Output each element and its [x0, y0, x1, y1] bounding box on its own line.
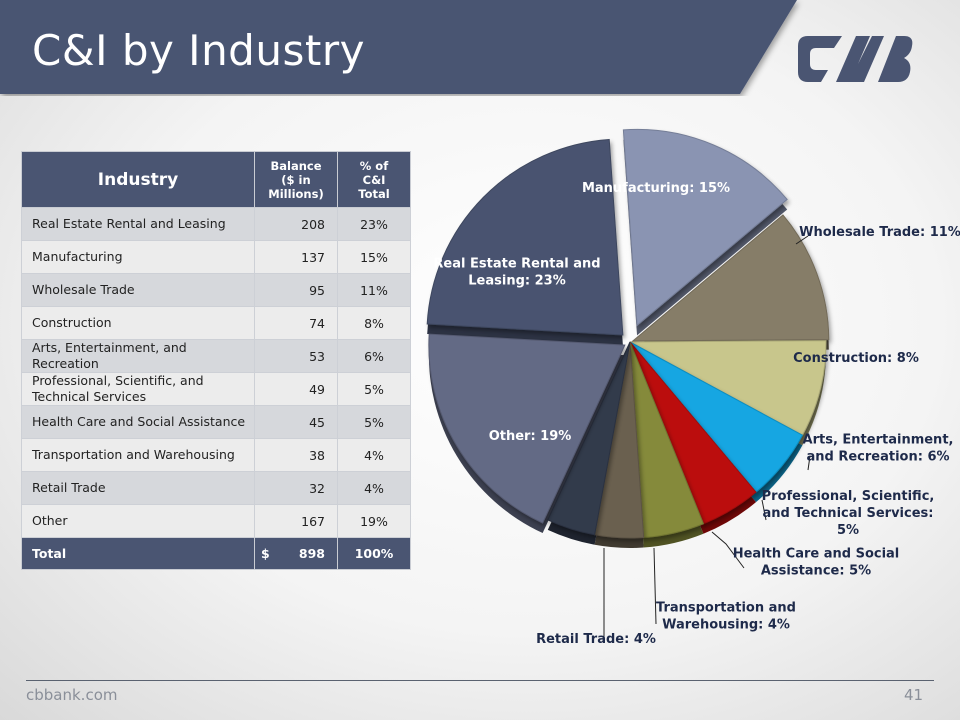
- header-balance-line2: ($ in Millions): [268, 172, 324, 201]
- header-percent-line1: % of: [359, 158, 389, 173]
- cell-percent: 4%: [337, 471, 411, 505]
- header-balance: Balance ($ in Millions): [254, 151, 338, 208]
- table-row: Real Estate Rental and Leasing 208 23%: [21, 207, 411, 241]
- pie-label-real-estate-rental-and-leasing: Real Estate Rental and Leasing: 23%: [433, 257, 600, 289]
- pie-label-health-care-and-social-assistance: Health Care and Social Assistance: 5%: [733, 547, 900, 579]
- cell-balance: 49: [254, 372, 338, 406]
- title-bar: [0, 0, 797, 94]
- cell-balance: 53: [254, 339, 338, 373]
- cell-percent: 15%: [337, 240, 411, 274]
- pie-slice-retail-trade: [547, 341, 631, 536]
- pie-slices-group: [426, 128, 830, 539]
- cell-balance: 137: [254, 240, 338, 274]
- cell-industry: Real Estate Rental and Leasing: [21, 207, 255, 241]
- cell-percent: 11%: [337, 273, 411, 307]
- table-row: Professional, Scientific, and Technical …: [21, 372, 411, 406]
- pie-label-wholesale-trade: Wholesale Trade: 11%: [799, 225, 960, 240]
- header-percent: % of C&I Total: [337, 151, 411, 208]
- cell-percent: 23%: [337, 207, 411, 241]
- cell-industry: Wholesale Trade: [21, 273, 255, 307]
- header-industry: Industry: [21, 151, 255, 208]
- industry-table: Industry Balance ($ in Millions) % of C&…: [21, 151, 411, 570]
- table-row: Arts, Entertainment, and Recreation 53 6…: [21, 339, 411, 373]
- total-balance: 898: [298, 546, 325, 561]
- cell-industry: Construction: [21, 306, 255, 340]
- cell-industry: Retail Trade: [21, 471, 255, 505]
- table-row: Manufacturing 137 15%: [21, 240, 411, 274]
- header-balance-line1: Balance: [270, 158, 322, 173]
- pie-slice-construction: [629, 340, 827, 436]
- cell-percent: 4%: [337, 438, 411, 472]
- pie-label-retail-trade: Retail Trade: 4%: [536, 632, 656, 647]
- pie-label-transportation-and-warehousing: Transportation and Warehousing: 4%: [656, 601, 796, 633]
- pie-slice-wholesale-trade: [631, 214, 830, 342]
- logo-letter-b: [878, 36, 913, 82]
- footer-divider: [26, 680, 934, 681]
- page-number: 41: [904, 686, 924, 704]
- pie-slice-real-estate-rental-and-leasing: [426, 138, 624, 336]
- cell-balance: 74: [254, 306, 338, 340]
- leader-line-transportation-and-warehousing: [653, 547, 657, 625]
- table-row: Other 167 19%: [21, 504, 411, 538]
- logo-letter-c: [798, 36, 842, 82]
- leader-line-health-care-and-social-assistance: [711, 531, 745, 569]
- pie-labels-group: Manufacturing: 15% Wholesale Trade: 11% Co…: [433, 181, 960, 647]
- cell-industry: Health Care and Social Assistance: [21, 405, 255, 439]
- cell-balance: 167: [254, 504, 338, 538]
- table-row: Retail Trade 32 4%: [21, 471, 411, 505]
- cell-balance: 32: [254, 471, 338, 505]
- table-row: Health Care and Social Assistance 45 5%: [21, 405, 411, 439]
- cell-industry: Transportation and Warehousing: [21, 438, 255, 472]
- cell-percent: 6%: [337, 339, 411, 373]
- page-title: C&I by Industry: [32, 26, 365, 75]
- header-percent-line2: C&I: [362, 172, 386, 187]
- total-currency: $: [261, 546, 270, 561]
- pie-label-professional-scientific-and-technical-services: Professional, Scientific, and Technical S…: [762, 489, 935, 538]
- pie-label-manufacturing: Manufacturing: 15%: [582, 181, 730, 196]
- cell-percent: 19%: [337, 504, 411, 538]
- pie-label-other: Other: 19%: [489, 429, 572, 444]
- total-label: Total: [21, 537, 255, 570]
- table-row: Transportation and Warehousing 38 4%: [21, 438, 411, 472]
- pie-leader-lines: [603, 235, 811, 640]
- pie-slice-other: [428, 333, 626, 524]
- cell-balance: 45: [254, 405, 338, 439]
- leader-line-professional-scientific-and-technical-services: [761, 499, 767, 521]
- total-percent: 100%: [337, 537, 411, 570]
- pie-label-construction: Construction: 8%: [793, 351, 919, 366]
- leader-line-wholesale-trade: [795, 235, 809, 245]
- table-total-row: Total $ 898 100%: [21, 537, 411, 570]
- cvb-logo: [798, 36, 913, 82]
- cell-industry: Other: [21, 504, 255, 538]
- cell-percent: 8%: [337, 306, 411, 340]
- footer-url: cbbank.com: [26, 686, 118, 704]
- cell-balance: 208: [254, 207, 338, 241]
- table-row: Wholesale Trade 95 11%: [21, 273, 411, 307]
- logo-letter-v: [836, 36, 884, 82]
- cell-percent: 5%: [337, 405, 411, 439]
- cell-industry: Arts, Entertainment, and Recreation: [21, 339, 255, 373]
- title-bar-shape: [0, 0, 797, 94]
- leader-line-arts-entertainment-and-recreation: [807, 455, 811, 471]
- total-balance-cell: $ 898: [254, 537, 338, 570]
- cell-percent: 5%: [337, 372, 411, 406]
- pie-label-arts-entertainment-and-recreation: Arts, Entertainment, and Recreation: 6%: [803, 433, 954, 465]
- header-percent-line3: Total: [358, 186, 390, 201]
- pie-slice-manufacturing: [622, 128, 788, 327]
- table-row: Construction 74 8%: [21, 306, 411, 340]
